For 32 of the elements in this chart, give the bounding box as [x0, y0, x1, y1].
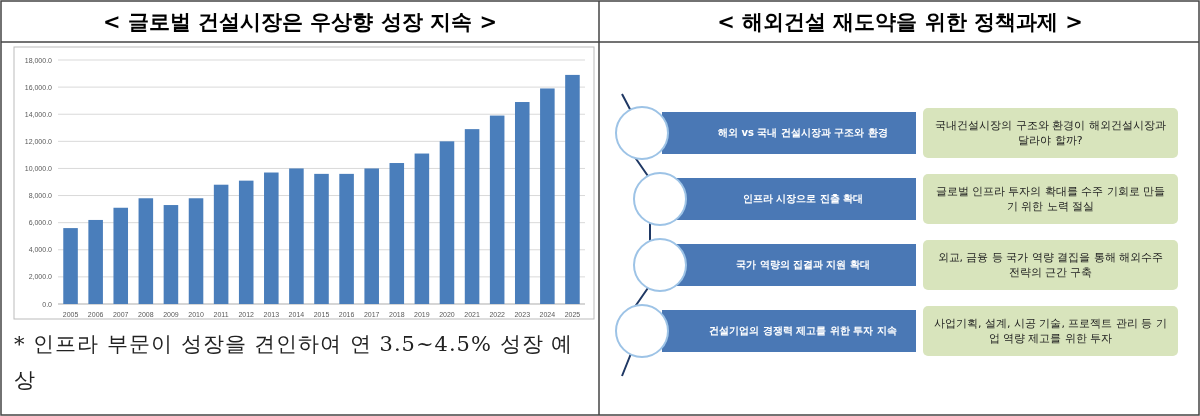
text: 외교, 금융 등 국가 역량 결집을 통해 해외수주 전략의 근간 구축 — [923, 240, 1178, 290]
bar — [88, 219, 103, 304]
bar — [188, 198, 204, 304]
bar — [514, 102, 530, 304]
bar — [389, 163, 405, 304]
text: * 인프라 부문이 성장을 견인하여 연 3.5~4.5% 성장 예상 — [14, 331, 575, 394]
text: < 해외건설 재도약을 위한 정책과제 > — [716, 9, 1084, 36]
bar — [464, 129, 480, 304]
text: 사업기획, 설계, 시공 기술, 프로젝트 관리 등 기업 역량 제고를 위한 투자 — [923, 306, 1178, 356]
bar — [540, 88, 555, 304]
bar — [289, 168, 304, 304]
bar — [138, 198, 154, 304]
bar — [63, 228, 78, 304]
text: 건설기업의 경쟁력 제고를 위한 투자 지속 — [708, 324, 898, 338]
chart-title: < 글로벌 건설시장은 우상향 성장 지속 > — [101, 9, 499, 36]
bar — [339, 173, 354, 304]
bar — [314, 173, 329, 304]
bar — [364, 168, 379, 304]
bar — [264, 172, 279, 304]
text: 글로벌 인프라 투자의 확대를 수주 기회로 만들기 위한 노력 절실 — [923, 174, 1178, 224]
text: 해외 vs 국내 건설시장과 구조와 환경 — [717, 126, 889, 140]
bar — [213, 184, 229, 304]
bar — [113, 207, 129, 304]
text: 국가 역량의 집결과 지원 확대 — [735, 258, 871, 272]
bar — [414, 153, 430, 304]
bar — [163, 205, 179, 304]
bar — [238, 180, 254, 304]
bar — [489, 115, 505, 304]
bar — [439, 141, 455, 304]
text: 국내건설시장의 구조와 환경이 해외건설시장과 달라야 할까? — [923, 108, 1178, 158]
text: 인프라 시장으로 진출 확대 — [741, 192, 865, 206]
bar — [565, 74, 580, 304]
